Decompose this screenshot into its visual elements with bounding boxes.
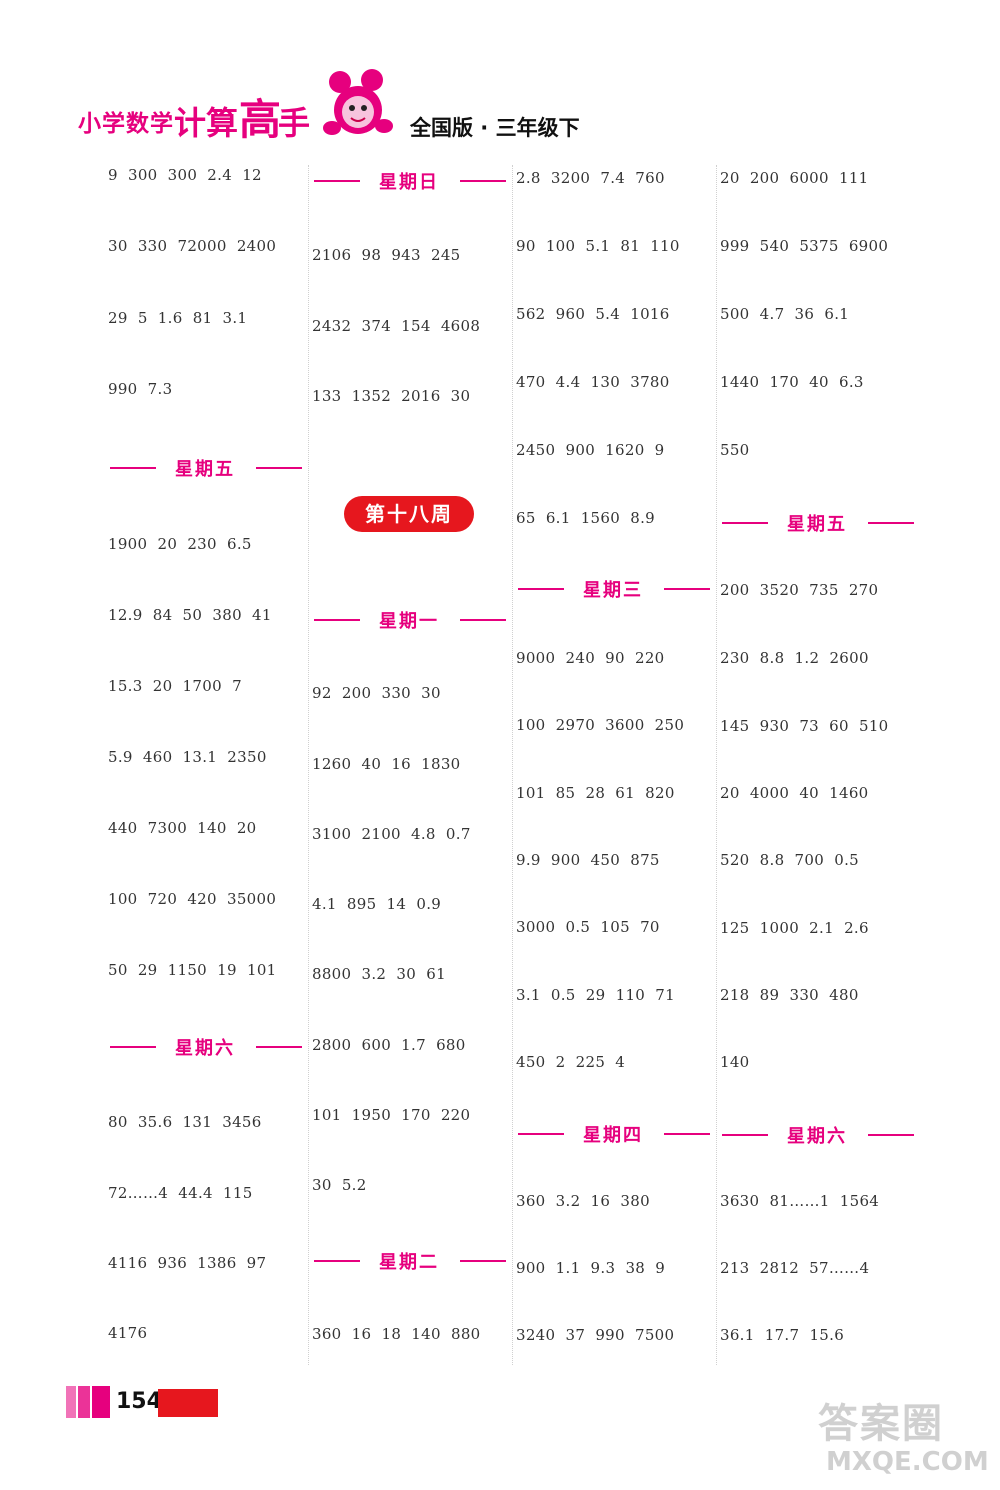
answer-column-4: 20 200 6000 111 999 540 5375 6900 500 4.… [720, 0, 920, 1490]
answer-row: 20 200 6000 111 [720, 169, 869, 187]
watermark-url: MXQE.COM [826, 1447, 989, 1477]
watermark-text: 答案圈 [818, 1401, 944, 1447]
answer-row: 4176 [108, 1324, 148, 1342]
day-label: 星期二 [379, 1252, 439, 1273]
edition-label: 全国版 · 三年级下 [410, 116, 580, 140]
day-header-thursday: 星期四 [516, 1121, 710, 1146]
answer-row: 9.9 900 450 875 [516, 851, 660, 869]
answer-row: 30 330 72000 2400 [108, 237, 277, 255]
answer-row: 29 5 1.6 81 3.1 [108, 309, 248, 327]
day-header-saturday: 星期六 [108, 1034, 302, 1059]
answer-row: 440 7300 140 20 [108, 819, 257, 837]
day-header-tuesday: 星期二 [312, 1248, 506, 1273]
answer-row: 133 1352 2016 30 [312, 387, 471, 405]
answer-row: 999 540 5375 6900 [720, 237, 889, 255]
column-divider [308, 165, 309, 1365]
answer-row: 92 200 330 30 [312, 684, 441, 702]
day-header-monday: 星期一 [312, 607, 506, 632]
column-divider [716, 165, 717, 1365]
answer-row: 900 1.1 9.3 38 9 [516, 1259, 666, 1277]
answer-row: 50 29 1150 19 101 [108, 961, 277, 979]
page-number-bar [158, 1389, 218, 1417]
page-header: 小学数学 计算 高 手 全国版 · 三年级下 [0, 0, 1000, 160]
answer-row: 200 3520 735 270 [720, 581, 879, 599]
answer-row: 8800 3.2 30 61 [312, 965, 446, 983]
answer-row: 65 6.1 1560 8.9 [516, 509, 655, 527]
answer-row: 2432 374 154 4608 [312, 317, 481, 335]
answer-row: 9 300 300 2.4 12 [108, 166, 262, 184]
mascot-icon [323, 69, 393, 135]
footer-decoration [66, 1386, 110, 1418]
answer-column-3: 2.8 3200 7.4 760 90 100 5.1 81 110 562 9… [516, 0, 716, 1490]
week-badge: 第十八周 [344, 496, 474, 532]
day-header-friday: 星期五 [720, 510, 914, 535]
answer-column-1: 9 300 300 2.4 12 30 330 72000 2400 29 5 … [108, 0, 308, 1490]
answer-row: 2106 98 943 245 [312, 246, 461, 264]
answer-row: 218 89 330 480 [720, 986, 859, 1004]
day-header-friday: 星期五 [108, 455, 302, 480]
answer-row: 20 4000 40 1460 [720, 784, 869, 802]
answer-row: 9000 240 90 220 [516, 649, 665, 667]
answer-row: 36.1 17.7 15.6 [720, 1326, 845, 1344]
answer-row: 1900 20 230 6.5 [108, 535, 252, 553]
answer-row: 90 100 5.1 81 110 [516, 237, 680, 255]
answer-row: 520 8.8 700 0.5 [720, 851, 859, 869]
day-header-wednesday: 星期三 [516, 576, 710, 601]
page-number: 154 [116, 1389, 162, 1414]
day-label: 星期六 [787, 1126, 847, 1147]
answer-row: 80 35.6 131 3456 [108, 1113, 262, 1131]
brand-gao: 高 [239, 95, 282, 144]
answer-row: 3100 2100 4.8 0.7 [312, 825, 471, 843]
answer-row: 230 8.8 1.2 2600 [720, 649, 869, 667]
answer-row: 500 4.7 36 6.1 [720, 305, 850, 323]
answer-row: 360 3.2 16 380 [516, 1192, 650, 1210]
answer-row: 2.8 3200 7.4 760 [516, 169, 665, 187]
answer-row: 470 4.4 130 3780 [516, 373, 670, 391]
answer-row: 550 [720, 441, 750, 459]
brand-jisuan: 计算 [174, 104, 239, 142]
brand-shou: 手 [278, 104, 311, 142]
brand-small: 小学数学 [78, 111, 174, 137]
answer-row: 2450 900 1620 9 [516, 441, 665, 459]
answer-row: 15.3 20 1700 7 [108, 677, 242, 695]
answer-row: 3000 0.5 105 70 [516, 918, 660, 936]
answer-row: 101 85 28 61 820 [516, 784, 675, 802]
answer-row: 1440 170 40 6.3 [720, 373, 864, 391]
answer-row: 3240 37 990 7500 [516, 1326, 675, 1344]
answer-row: 100 720 420 35000 [108, 890, 277, 908]
answer-row: 3.1 0.5 29 110 71 [516, 986, 675, 1004]
answer-row: 3630 81……1 1564 [720, 1192, 880, 1210]
day-label: 星期六 [175, 1038, 235, 1059]
answer-row: 213 2812 57……4 [720, 1259, 870, 1277]
answer-row: 4116 936 1386 97 [108, 1254, 267, 1272]
answer-row: 1260 40 16 1830 [312, 755, 461, 773]
answer-row: 140 [720, 1053, 750, 1071]
answer-row: 100 2970 3600 250 [516, 716, 685, 734]
answer-row: 990 7.3 [108, 380, 173, 398]
answer-row: 360 16 18 140 880 [312, 1325, 481, 1343]
day-header-saturday: 星期六 [720, 1122, 914, 1147]
day-label: 星期一 [379, 611, 439, 632]
answer-row: 72……4 44.4 115 [108, 1184, 253, 1202]
answer-row: 12.9 84 50 380 41 [108, 606, 272, 624]
day-label: 星期五 [787, 514, 847, 535]
answer-row: 450 2 225 4 [516, 1053, 626, 1071]
answer-row: 101 1950 170 220 [312, 1106, 471, 1124]
answer-row: 145 930 73 60 510 [720, 717, 889, 735]
answer-row: 562 960 5.4 1016 [516, 305, 670, 323]
answer-row: 2800 600 1.7 680 [312, 1036, 466, 1054]
day-label: 星期五 [175, 459, 235, 480]
answer-column-2: 星期日 2106 98 943 245 2432 374 154 4608 13… [312, 0, 512, 1490]
answer-row: 5.9 460 13.1 2350 [108, 748, 267, 766]
answer-row: 125 1000 2.1 2.6 [720, 919, 869, 937]
answer-row: 4.1 895 14 0.9 [312, 895, 442, 913]
day-label: 星期日 [379, 172, 439, 193]
day-header-sunday: 星期日 [312, 168, 506, 193]
day-label: 星期四 [583, 1125, 643, 1146]
watermark: 答案圈 MXQE.COM [808, 1385, 989, 1485]
day-label: 星期三 [583, 580, 643, 601]
answer-row: 30 5.2 [312, 1176, 367, 1194]
column-divider [512, 165, 513, 1365]
